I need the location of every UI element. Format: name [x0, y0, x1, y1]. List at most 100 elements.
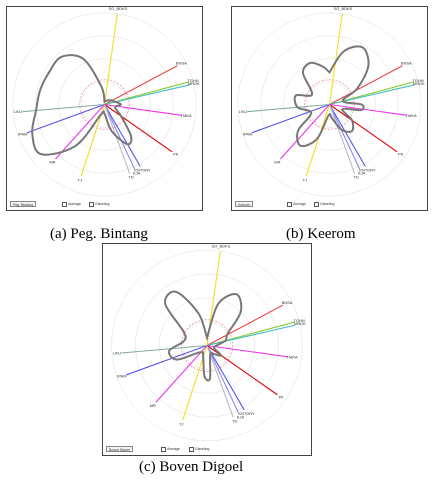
- spoke-line: [206, 304, 284, 346]
- spoke-line: [206, 344, 288, 358]
- spoke-label: KNTDRY: [134, 167, 151, 172]
- checkbox-icon[interactable]: [62, 201, 67, 207]
- spoke-label: TD: [353, 175, 358, 180]
- spoke-line: [103, 104, 131, 174]
- spoke-line: [251, 103, 330, 134]
- chart-panel-b: SO_BDKS BNSA TGHN MRDK TMKA PK KNTDRY KJA TD TJ MR…: [231, 6, 428, 211]
- spoke-label: MR: [49, 159, 55, 164]
- spoke-line: [206, 345, 245, 411]
- caption-c: (c) Boven Digoel: [139, 459, 244, 475]
- grid-ring: [283, 58, 376, 151]
- spoke-line: [329, 103, 407, 116]
- region-select-a[interactable]: Peg. Bintang: [10, 201, 37, 207]
- legend-average-a[interactable]: Average: [62, 201, 81, 207]
- spoke-line: [328, 104, 356, 174]
- grid-ring: [58, 58, 151, 151]
- spoke-label: IPAM: [243, 131, 252, 136]
- spoke-label: BNSA: [401, 61, 412, 66]
- spoke-label: SO_BDKS: [108, 7, 127, 11]
- grid-ring: [159, 297, 255, 394]
- spoke-label: KNTDRY: [359, 167, 376, 172]
- spoke-label: TD: [232, 419, 237, 424]
- grid-ring: [111, 249, 303, 442]
- spoke-line: [126, 344, 208, 376]
- spoke-label: MRDK: [188, 81, 200, 86]
- spoke-label: KJA: [358, 170, 366, 175]
- spoke-label: TMKA: [181, 113, 192, 118]
- chart-panel-c: SO_BDKS BNSA TGHN MRDK TMKA PK KNTDRY KJA TD TJ MR…: [102, 243, 312, 456]
- spoke-line: [329, 104, 366, 167]
- checkbox-icon[interactable]: [161, 446, 166, 452]
- spoke-line: [206, 324, 296, 347]
- average-circle: [304, 79, 355, 130]
- spoke-label: KNTDRY: [238, 411, 255, 416]
- spoke-label: TGHN: [293, 318, 304, 323]
- spoke-label: PK: [398, 151, 404, 156]
- spoke-label: TJ: [179, 421, 183, 426]
- chart-panel-a: SO_BDKS BNSA TGHN MRDK TMKA PK KNTDRY KJA TD TJ MR…: [6, 6, 203, 211]
- spoke-line: [305, 104, 331, 177]
- spoke-label: MR: [274, 159, 280, 164]
- spoke-label: BNSA: [282, 300, 293, 305]
- legend-gisseling-b[interactable]: Gisseling: [314, 201, 334, 207]
- spoke-line: [104, 104, 141, 167]
- spoke-line: [155, 345, 208, 403]
- spoke-line: [104, 104, 173, 153]
- checkbox-icon[interactable]: [314, 201, 319, 207]
- spoke-line: [104, 65, 178, 105]
- spoke-label: LINJ: [14, 109, 22, 114]
- spoke-label: TGHN: [412, 78, 423, 83]
- spoke-label: TMKA: [406, 113, 417, 118]
- spoke-label: IPAM: [117, 374, 126, 379]
- spoke-label: LINJ: [113, 350, 121, 355]
- spoke-line: [104, 84, 190, 106]
- region-select-c[interactable]: Boven Digoel: [106, 446, 133, 452]
- spoke-label: TJ: [303, 177, 307, 182]
- region-select-b[interactable]: Keerom: [235, 201, 254, 207]
- spoke-line: [329, 104, 361, 170]
- region-shape: [31, 54, 133, 156]
- spoke-line: [280, 104, 330, 160]
- grid-ring: [81, 81, 128, 128]
- spoke-label: TJ: [78, 177, 82, 182]
- spoke-label: IPAM: [18, 131, 27, 136]
- average-circle: [180, 319, 234, 372]
- spoke-line: [329, 65, 403, 105]
- spoke-label: PK: [279, 394, 285, 399]
- region-shape: [164, 290, 243, 382]
- spoke-label: BNSA: [176, 61, 187, 66]
- spoke-line: [121, 344, 208, 354]
- caption-b: (b) Keerom: [286, 226, 356, 242]
- spoke-label: KJA: [237, 414, 245, 419]
- legend-gisseling-c[interactable]: Gisseling: [189, 446, 209, 452]
- spoke-line: [26, 103, 105, 134]
- spoke-line: [55, 104, 105, 160]
- grid-ring: [135, 273, 279, 418]
- spoke-label: KJA: [133, 170, 141, 175]
- spoke-label: MRDK: [413, 81, 425, 86]
- legend-average-c[interactable]: Average: [161, 446, 180, 452]
- grid-ring: [237, 12, 422, 197]
- spoke-label: TD: [128, 175, 133, 180]
- spoke-line: [104, 104, 136, 170]
- legend-average-b[interactable]: Average: [287, 201, 306, 207]
- checkbox-icon[interactable]: [89, 201, 94, 207]
- spoke-label: MR: [150, 403, 156, 408]
- legend-gisseling-a[interactable]: Gisseling: [89, 201, 109, 207]
- spoke-line: [206, 345, 239, 414]
- spoke-line: [22, 103, 105, 113]
- spoke-label: TGHN: [187, 78, 198, 83]
- spoke-line: [329, 104, 398, 153]
- checkbox-icon[interactable]: [287, 201, 292, 207]
- caption-a: (a) Peg. Bintang: [50, 226, 148, 242]
- checkbox-icon[interactable]: [189, 446, 194, 452]
- region-shape: [293, 45, 370, 148]
- spoke-line: [247, 103, 330, 113]
- spoke-line: [103, 13, 118, 105]
- grid-ring: [12, 12, 197, 197]
- grid-ring: [182, 321, 232, 370]
- grid-ring: [306, 81, 353, 128]
